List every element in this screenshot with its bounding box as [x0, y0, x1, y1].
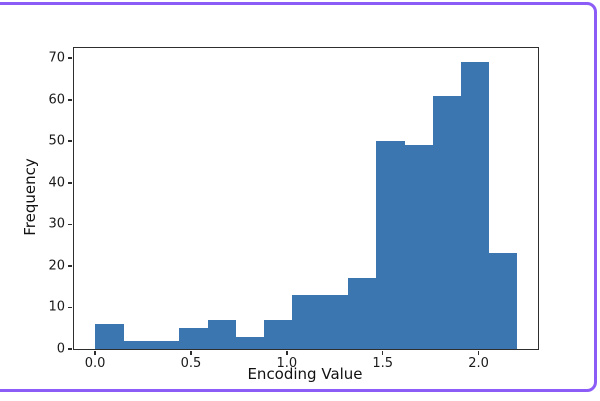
- x-tick-label: 0.5: [180, 356, 202, 371]
- histogram-bar: [460, 62, 490, 349]
- y-tick-mark: [68, 306, 73, 309]
- y-tick-mark: [68, 182, 73, 184]
- y-tick-label: 20: [48, 258, 65, 274]
- histogram-bar: [291, 295, 321, 349]
- x-tick-mark: [477, 350, 480, 355]
- histogram-bar: [151, 340, 180, 349]
- y-tick-label: 30: [48, 216, 65, 232]
- histogram-bar: [404, 145, 434, 349]
- y-tick-label: 10: [48, 299, 65, 315]
- histogram-bar: [207, 319, 237, 349]
- y-tick-mark: [68, 265, 73, 267]
- y-tick-label: 70: [48, 50, 65, 66]
- x-axis-label: Encoding Value: [247, 365, 363, 383]
- histogram-bar: [488, 253, 518, 349]
- y-axis-label: Frequency: [21, 158, 39, 236]
- histogram-bar: [376, 141, 405, 349]
- x-tick-mark: [286, 350, 288, 355]
- y-tick-label: 40: [48, 175, 65, 191]
- x-tick-label: 1.0: [276, 356, 298, 371]
- histogram-bar: [432, 95, 462, 349]
- x-tick-label: 2.0: [468, 356, 489, 371]
- histogram-bar: [235, 336, 265, 349]
- y-tick-mark: [68, 223, 73, 226]
- x-tick-label: 0.0: [84, 356, 106, 371]
- x-tick-mark: [190, 350, 192, 355]
- y-tick-label: 0: [56, 341, 65, 357]
- y-tick-mark: [68, 348, 73, 350]
- x-tick-mark: [94, 350, 96, 355]
- histogram-bar: [179, 328, 209, 349]
- histogram-bar: [95, 324, 124, 349]
- histogram-bar: [123, 340, 152, 349]
- histogram-bar: [348, 278, 377, 349]
- plot-area: 0 10 20 30 40 50 60 70 0.0 0.5 1.0 1.5 2.0: [48, 47, 539, 371]
- x-tick-mark: [381, 350, 384, 355]
- y-tick-label: 50: [48, 133, 65, 149]
- histogram-bar: [320, 295, 349, 349]
- y-tick-mark: [68, 98, 73, 101]
- y-tick-label: 60: [48, 92, 65, 108]
- histogram-bar: [263, 319, 293, 349]
- y-tick-mark: [68, 140, 73, 143]
- y-tick-mark: [68, 57, 73, 59]
- x-tick-label: 1.5: [372, 356, 394, 371]
